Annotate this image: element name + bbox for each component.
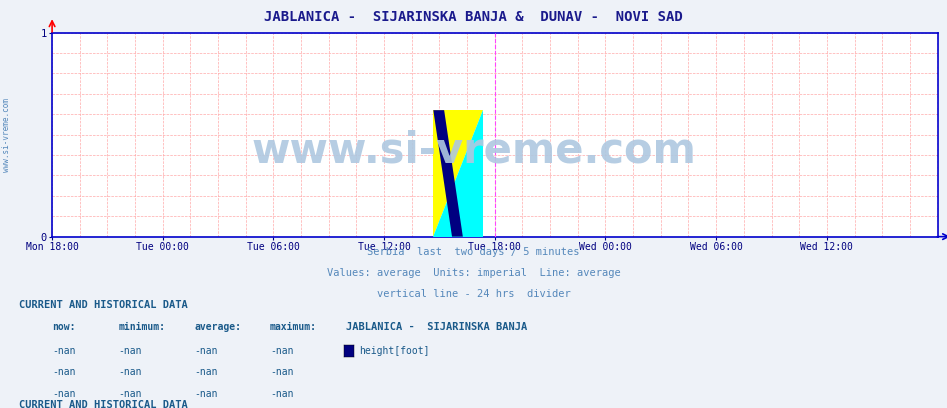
Text: -nan: -nan [52,367,76,377]
Text: -nan: -nan [52,346,76,356]
Text: JABLANICA -  SIJARINSKA BANJA: JABLANICA - SIJARINSKA BANJA [346,322,527,333]
Text: CURRENT AND HISTORICAL DATA: CURRENT AND HISTORICAL DATA [19,300,188,310]
Polygon shape [434,110,483,237]
Text: CURRENT AND HISTORICAL DATA: CURRENT AND HISTORICAL DATA [19,400,188,408]
Polygon shape [434,110,463,237]
Text: -nan: -nan [118,367,142,377]
Text: www.si-vreme.com: www.si-vreme.com [2,98,11,172]
Text: -nan: -nan [194,388,218,399]
Text: -nan: -nan [118,388,142,399]
Text: average:: average: [194,322,241,333]
Text: -nan: -nan [194,346,218,356]
Polygon shape [434,110,483,237]
Text: -nan: -nan [194,367,218,377]
Text: -nan: -nan [52,388,76,399]
Text: -nan: -nan [270,367,294,377]
Text: minimum:: minimum: [118,322,166,333]
Text: -nan: -nan [118,346,142,356]
Text: -nan: -nan [270,346,294,356]
Text: Serbia  last  two days / 5 minutes: Serbia last two days / 5 minutes [367,247,580,257]
Text: maximum:: maximum: [270,322,317,333]
Text: -nan: -nan [270,388,294,399]
Text: now:: now: [52,322,76,333]
Text: Values: average  Units: imperial  Line: average: Values: average Units: imperial Line: av… [327,268,620,278]
Text: vertical line - 24 hrs  divider: vertical line - 24 hrs divider [377,289,570,299]
Text: www.si-vreme.com: www.si-vreme.com [251,130,696,172]
Text: height[foot]: height[foot] [359,346,429,356]
Text: JABLANICA -  SIJARINSKA BANJA &  DUNAV -  NOVI SAD: JABLANICA - SIJARINSKA BANJA & DUNAV - N… [264,10,683,24]
